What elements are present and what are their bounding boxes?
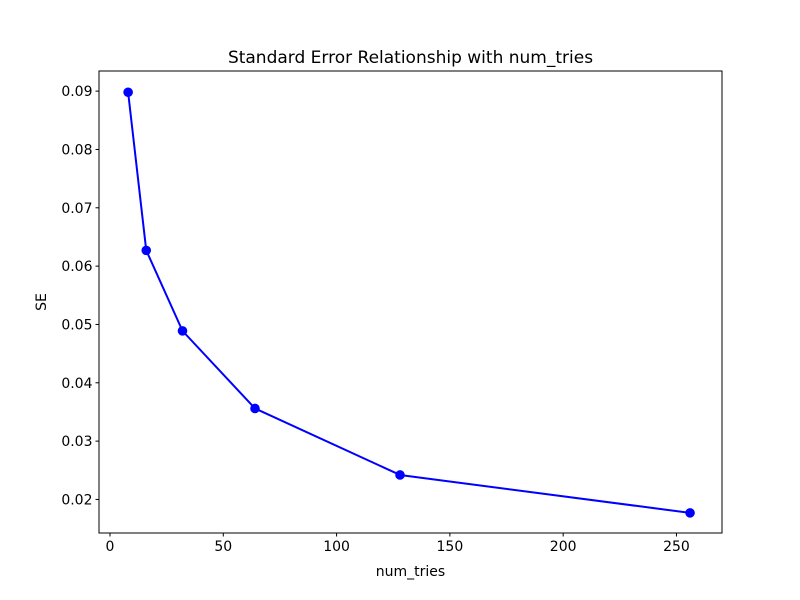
y-tick-label: 0.03 xyxy=(61,434,92,450)
y-tick-label: 0.02 xyxy=(61,492,92,508)
chart-title: Standard Error Relationship with num_tri… xyxy=(228,48,593,68)
y-axis-label: SE xyxy=(34,293,50,311)
plot-area xyxy=(98,70,723,534)
data-point xyxy=(685,508,695,518)
x-tick-label: 100 xyxy=(323,539,350,555)
x-axis-label: num_tries xyxy=(376,564,445,580)
x-tick-label: 250 xyxy=(663,539,690,555)
data-point xyxy=(250,403,260,414)
x-tick-label: 150 xyxy=(437,539,464,555)
data-point xyxy=(141,245,152,256)
x-tick-label: 0 xyxy=(106,539,115,555)
data-point xyxy=(395,470,405,480)
y-tick-label: 0.05 xyxy=(61,317,92,333)
x-tick-label: 50 xyxy=(214,539,232,555)
y-tick-label: 0.09 xyxy=(61,84,92,100)
se-series xyxy=(123,87,695,518)
y-ticks: 0.02 0.03 0.04 0.05 0.06 0.07 0.08 0.09 xyxy=(61,84,99,508)
series-line xyxy=(127,91,692,514)
y-tick-label: 0.04 xyxy=(61,376,92,392)
y-tick-label: 0.08 xyxy=(61,142,92,158)
x-ticks: 0 50 100 150 200 250 xyxy=(106,533,690,555)
y-tick-label: 0.07 xyxy=(61,201,92,217)
x-tick-label: 200 xyxy=(550,539,577,555)
y-tick-label: 0.06 xyxy=(61,259,92,275)
data-point xyxy=(177,326,188,336)
data-point xyxy=(123,87,133,98)
